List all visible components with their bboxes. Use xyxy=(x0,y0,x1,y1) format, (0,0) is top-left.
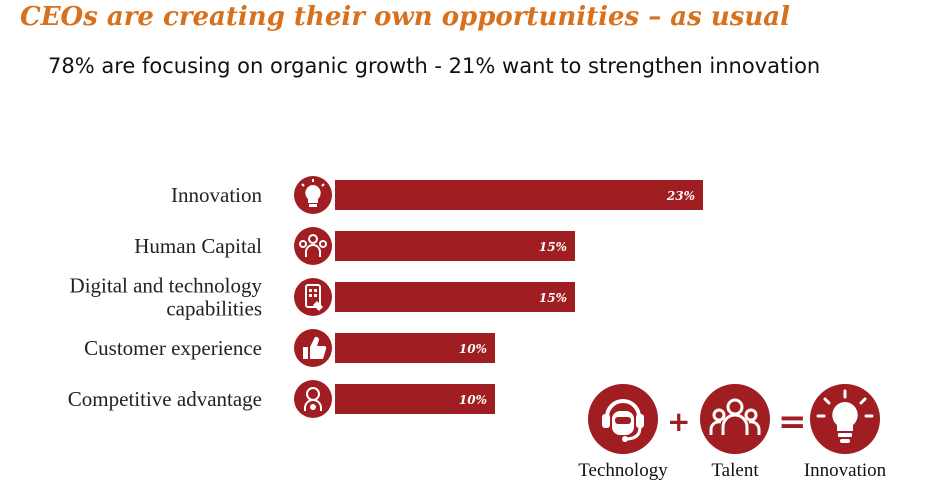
category-label-line: Digital and technology xyxy=(70,274,263,298)
bar-value-label: 10% xyxy=(459,393,487,407)
people-icon xyxy=(700,384,770,454)
category-label: Digital and technology capabilities xyxy=(70,274,263,321)
bar xyxy=(335,384,495,414)
lightbulb-icon xyxy=(810,384,880,454)
bar xyxy=(335,333,495,363)
bar xyxy=(335,180,703,210)
category-label-line: Innovation xyxy=(171,183,262,207)
category-label: Human Capital xyxy=(134,234,262,258)
category-label-line: Human Capital xyxy=(134,234,262,258)
bar-value-label: 23% xyxy=(666,189,695,203)
tablet-icon xyxy=(294,278,332,316)
bar xyxy=(335,231,575,261)
equals-sign: = xyxy=(778,402,807,442)
category-label-line: Competitive advantage xyxy=(68,387,262,411)
bar xyxy=(335,282,575,312)
category-label-line: capabilities xyxy=(166,297,262,321)
bar-value-label: 15% xyxy=(539,240,567,254)
robot-headset-icon xyxy=(588,384,658,454)
page-title: CEOs are creating their own opportunitie… xyxy=(20,2,790,32)
category-label: Competitive advantage xyxy=(68,387,262,411)
equation-label-innovation: Innovation xyxy=(803,460,887,481)
category-label: Innovation xyxy=(171,183,262,207)
category-label-line: Customer experience xyxy=(84,336,262,360)
medal-icon xyxy=(294,380,332,418)
lightbulb-icon xyxy=(294,176,332,214)
people-icon xyxy=(294,227,332,265)
plus-sign: + xyxy=(667,405,691,438)
equation-label-talent: Talent xyxy=(711,460,759,481)
bar-value-label: 10% xyxy=(459,342,487,356)
bar-value-label: 15% xyxy=(539,291,567,305)
equation-label-technology: Technology xyxy=(578,460,668,481)
category-label: Customer experience xyxy=(84,336,262,360)
thumbs-up-icon xyxy=(294,329,332,367)
page-subtitle: 78% are focusing on organic growth - 21%… xyxy=(48,54,821,78)
